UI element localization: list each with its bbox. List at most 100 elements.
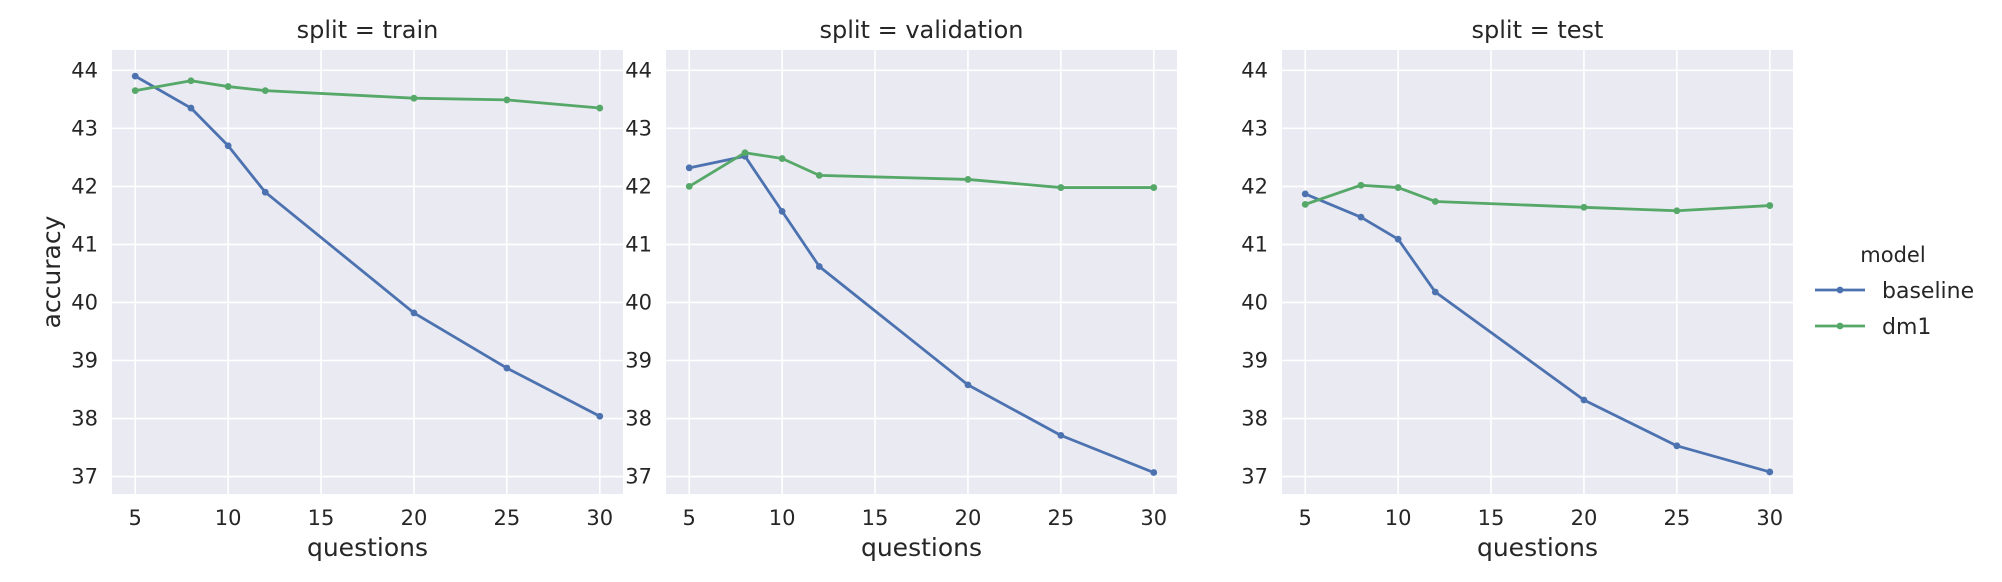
y-tick-label: 39 — [1241, 349, 1268, 373]
x-axis-label: questions — [861, 533, 982, 562]
data-point-dm1 — [1150, 184, 1158, 191]
y-tick-label: 41 — [1241, 232, 1268, 256]
plot-background — [666, 50, 1177, 494]
data-point-dm1 — [1673, 207, 1681, 215]
y-tick-label: 38 — [1241, 407, 1268, 431]
y-tick-label: 42 — [625, 174, 652, 198]
data-point-baseline — [1357, 213, 1365, 221]
x-axis-label: questions — [1477, 533, 1598, 562]
data-point-baseline — [1150, 469, 1158, 476]
data-point-baseline — [815, 263, 823, 270]
data-point-dm1 — [1580, 203, 1588, 211]
data-point-baseline — [187, 104, 195, 112]
y-tick-label: 41 — [71, 232, 98, 256]
data-point-baseline — [1673, 442, 1681, 450]
y-tick-label: 43 — [625, 116, 652, 140]
data-point-baseline — [224, 142, 232, 150]
y-tick-label: 41 — [625, 232, 652, 256]
y-tick-label: 38 — [625, 407, 652, 431]
x-tick-label: 5 — [683, 506, 696, 530]
y-tick-label: 40 — [1241, 290, 1268, 314]
y-tick-label: 37 — [71, 465, 98, 489]
data-point-dm1 — [815, 171, 823, 179]
data-point-baseline — [1057, 431, 1065, 439]
x-tick-label: 25 — [1663, 506, 1690, 530]
y-tick-label: 44 — [1241, 58, 1268, 82]
data-point-baseline — [261, 188, 269, 196]
data-point-baseline — [778, 207, 786, 215]
legend-marker-baseline — [1836, 286, 1844, 294]
data-point-dm1 — [131, 87, 139, 95]
y-tick-label: 40 — [71, 290, 98, 314]
x-tick-label: 15 — [308, 506, 335, 530]
data-point-baseline — [503, 364, 511, 372]
x-tick-label: 10 — [215, 506, 242, 530]
x-tick-label: 5 — [129, 506, 142, 530]
data-point-baseline — [1301, 190, 1309, 198]
y-tick-label: 37 — [625, 465, 652, 489]
data-point-baseline — [685, 164, 693, 172]
data-point-dm1 — [410, 94, 418, 102]
y-tick-label: 39 — [625, 349, 652, 373]
data-point-dm1 — [224, 83, 232, 90]
y-tick-label: 39 — [71, 349, 98, 373]
data-point-dm1 — [261, 87, 269, 95]
x-tick-label: 25 — [493, 506, 520, 530]
data-point-baseline — [1431, 288, 1439, 296]
data-point-baseline — [410, 309, 418, 317]
x-tick-label: 20 — [401, 506, 428, 530]
x-tick-label: 20 — [1571, 506, 1598, 530]
x-tick-label: 15 — [1478, 506, 1505, 530]
y-tick-label: 42 — [1241, 174, 1268, 198]
x-tick-label: 30 — [1140, 506, 1167, 530]
x-tick-label: 30 — [586, 506, 613, 530]
y-tick-label: 40 — [625, 290, 652, 314]
y-tick-label: 44 — [71, 58, 98, 82]
data-point-dm1 — [1431, 198, 1439, 205]
panel-title: split = train — [297, 16, 439, 44]
panel-title: split = validation — [819, 16, 1023, 44]
legend-marker-dm1 — [1836, 322, 1844, 330]
x-tick-label: 30 — [1756, 506, 1783, 530]
y-axis-label: accuracy — [37, 215, 66, 328]
data-point-baseline — [1766, 468, 1774, 476]
data-point-dm1 — [187, 77, 195, 85]
data-point-dm1 — [1766, 202, 1774, 209]
data-point-dm1 — [1057, 184, 1065, 191]
y-tick-label: 42 — [71, 174, 98, 198]
data-point-dm1 — [1394, 184, 1402, 191]
panel-2: 37 38 39 40 41 42 43 44 5 10 15 20 25 30 split = valid… — [625, 16, 1177, 562]
y-tick-label: 44 — [625, 58, 652, 82]
data-point-dm1 — [778, 155, 786, 162]
data-point-dm1 — [685, 182, 693, 190]
data-point-baseline — [131, 72, 139, 80]
x-tick-label: 10 — [769, 506, 796, 530]
x-tick-label: 25 — [1047, 506, 1074, 530]
y-tick-label: 43 — [1241, 116, 1268, 140]
data-point-dm1 — [596, 104, 604, 112]
legend-label-dm1: dm1 — [1882, 315, 1931, 340]
panel-1: 37 38 39 40 41 42 43 44 5 10 15 20 25 30 split = train… — [37, 16, 623, 562]
x-tick-label: 10 — [1385, 506, 1412, 530]
data-point-dm1 — [741, 149, 749, 157]
data-point-baseline — [1580, 396, 1588, 404]
x-axis-label: questions — [307, 533, 428, 562]
y-tick-label: 37 — [1241, 465, 1268, 489]
x-tick-label: 5 — [1299, 506, 1312, 530]
panel-title: split = test — [1472, 16, 1604, 44]
plot-background — [112, 50, 623, 494]
plot-background — [1282, 50, 1793, 494]
data-point-dm1 — [503, 96, 511, 104]
legend: model baseline dm1 — [1815, 243, 1974, 340]
legend-label-baseline: baseline — [1882, 279, 1974, 304]
y-tick-label: 43 — [71, 116, 98, 140]
data-point-baseline — [1394, 235, 1402, 243]
panel-3: 37 38 39 40 41 42 43 44 5 10 15 20 25 30 split = test q… — [1241, 16, 1793, 562]
y-tick-label: 38 — [71, 407, 98, 431]
legend-title: model — [1860, 243, 1925, 267]
data-point-dm1 — [964, 176, 972, 183]
x-tick-label: 20 — [955, 506, 982, 530]
x-tick-label: 15 — [862, 506, 889, 530]
data-point-baseline — [596, 412, 604, 420]
